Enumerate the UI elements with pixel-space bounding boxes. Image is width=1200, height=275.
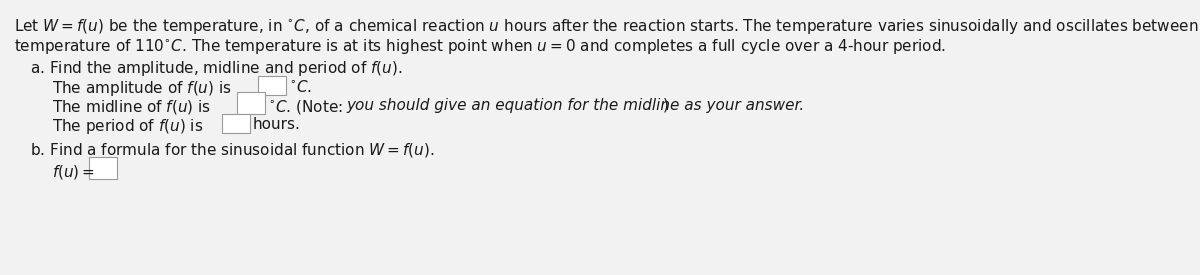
Text: a. Find the amplitude, midline and period of $f(u)$.: a. Find the amplitude, midline and perio… [30,59,403,78]
Text: temperature of 110$^{\circ}C$. The temperature is at its highest point when $u =: temperature of 110$^{\circ}C$. The tempe… [14,37,946,56]
Text: $^{\circ}C$.: $^{\circ}C$. [289,79,312,95]
Text: $^{\circ}C$. (Note:: $^{\circ}C$. (Note: [268,98,344,116]
Text: b. Find a formula for the sinusoidal function $W = f(u)$.: b. Find a formula for the sinusoidal fun… [30,141,434,159]
Text: The amplitude of $f(u)$ is: The amplitude of $f(u)$ is [52,79,232,98]
Text: The midline of $f(u)$ is: The midline of $f(u)$ is [52,98,211,116]
Text: you should give an equation for the midline as your answer.: you should give an equation for the midl… [346,98,804,113]
Text: The period of $f(u)$ is: The period of $f(u)$ is [52,117,204,136]
FancyBboxPatch shape [89,157,118,179]
FancyBboxPatch shape [222,114,250,133]
Text: $f(u){=}$: $f(u){=}$ [52,163,95,181]
Text: Let $W = f(u)$ be the temperature, in $^{\circ}C$, of a chemical reaction $u$ ho: Let $W = f(u)$ be the temperature, in $^… [14,17,1200,36]
Text: hours.: hours. [253,117,301,132]
Text: ): ) [662,98,668,113]
FancyBboxPatch shape [258,76,286,95]
FancyBboxPatch shape [238,92,265,114]
